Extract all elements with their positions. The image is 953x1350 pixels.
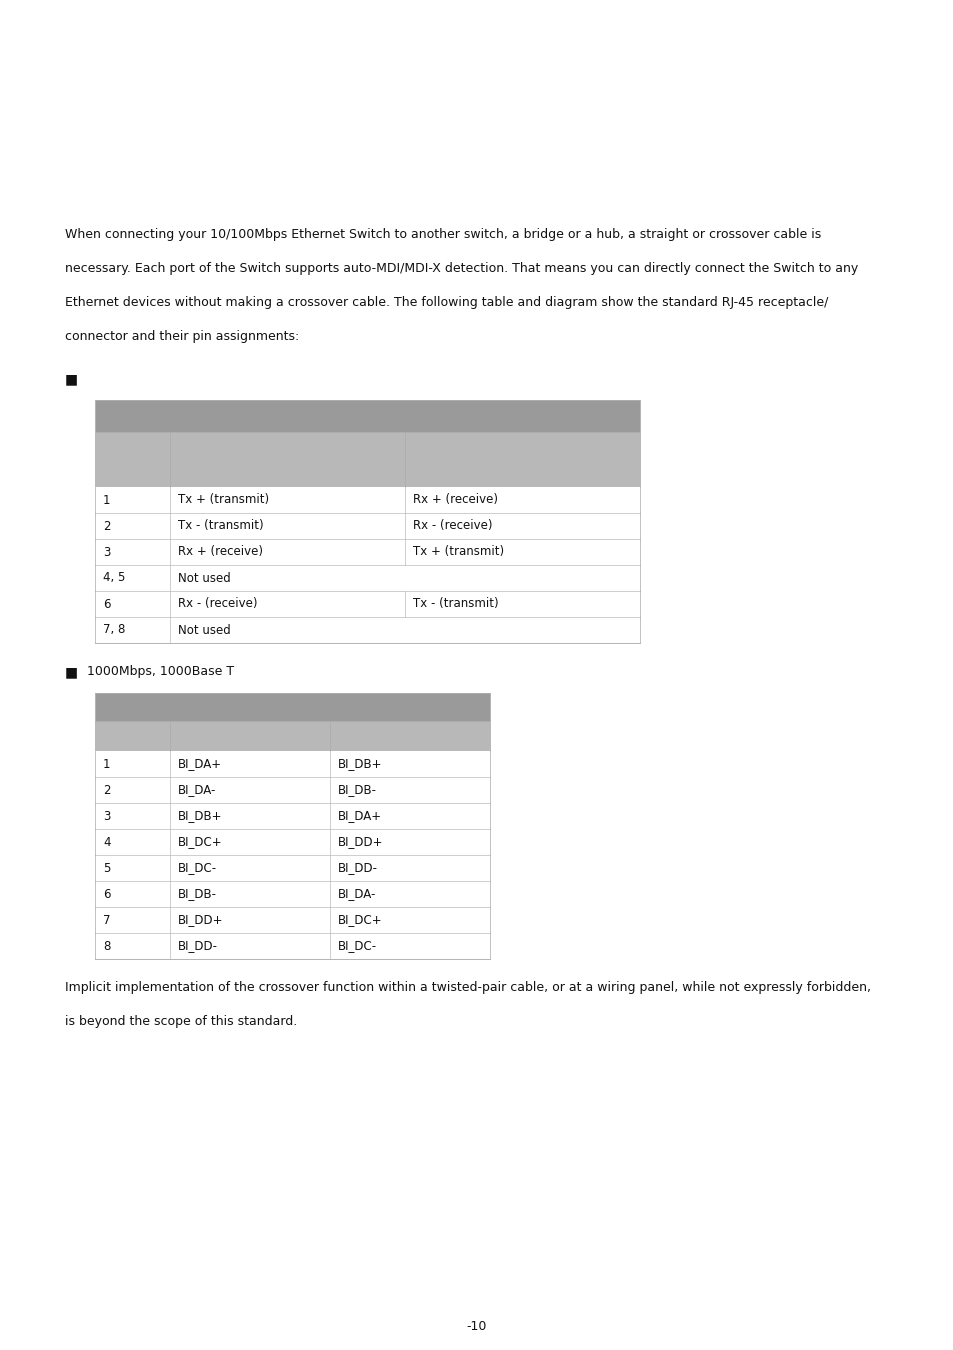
Text: BI_DB-: BI_DB- xyxy=(178,887,216,900)
Text: BI_DD-: BI_DD- xyxy=(178,940,218,953)
Text: 3: 3 xyxy=(103,545,111,559)
Text: 6: 6 xyxy=(103,598,111,610)
Bar xyxy=(95,829,490,855)
Text: 1000Mbps, 1000Base T: 1000Mbps, 1000Base T xyxy=(87,666,233,678)
Text: BI_DB+: BI_DB+ xyxy=(337,757,382,771)
Bar xyxy=(95,721,490,751)
Text: 1: 1 xyxy=(103,494,111,506)
Bar xyxy=(95,803,490,829)
Text: BI_DC+: BI_DC+ xyxy=(337,914,382,926)
Bar xyxy=(95,907,490,933)
Text: Tx + (transmit): Tx + (transmit) xyxy=(178,494,269,506)
Bar xyxy=(95,855,490,882)
Text: 4, 5: 4, 5 xyxy=(103,571,125,585)
Text: 7, 8: 7, 8 xyxy=(103,624,125,636)
Text: Rx - (receive): Rx - (receive) xyxy=(413,520,492,532)
Bar xyxy=(95,400,639,432)
Text: 6: 6 xyxy=(103,887,111,900)
Text: necessary. Each port of the Switch supports auto-MDI/MDI-X detection. That means: necessary. Each port of the Switch suppo… xyxy=(65,262,858,275)
Text: 5: 5 xyxy=(103,861,111,875)
Text: BI_DC+: BI_DC+ xyxy=(178,836,222,849)
Text: 2: 2 xyxy=(103,783,111,796)
Bar xyxy=(95,882,490,907)
Bar xyxy=(95,751,490,778)
Text: 8: 8 xyxy=(103,940,111,953)
Text: Not used: Not used xyxy=(178,624,231,636)
Text: Tx - (transmit): Tx - (transmit) xyxy=(178,520,263,532)
Text: -10: -10 xyxy=(466,1320,487,1332)
Text: BI_DB-: BI_DB- xyxy=(337,783,376,796)
Text: 4: 4 xyxy=(103,836,111,849)
Text: BI_DA+: BI_DA+ xyxy=(178,757,222,771)
Bar xyxy=(95,591,639,617)
Text: BI_DA-: BI_DA- xyxy=(337,887,376,900)
Text: BI_DC-: BI_DC- xyxy=(178,861,217,875)
Text: BI_DA-: BI_DA- xyxy=(178,783,216,796)
Text: Rx - (receive): Rx - (receive) xyxy=(178,598,257,610)
Bar xyxy=(95,513,639,539)
Bar xyxy=(95,693,490,721)
Text: 1: 1 xyxy=(103,757,111,771)
Bar xyxy=(95,487,639,513)
Bar xyxy=(95,432,639,487)
Text: Tx - (transmit): Tx - (transmit) xyxy=(413,598,498,610)
Text: ■: ■ xyxy=(65,666,78,679)
Text: 7: 7 xyxy=(103,914,111,926)
Text: BI_DD-: BI_DD- xyxy=(337,861,377,875)
Bar xyxy=(95,778,490,803)
Text: Implicit implementation of the crossover function within a twisted-pair cable, o: Implicit implementation of the crossover… xyxy=(65,981,870,994)
Text: BI_DC-: BI_DC- xyxy=(337,940,376,953)
Text: BI_DB+: BI_DB+ xyxy=(178,810,222,822)
Bar xyxy=(95,566,639,591)
Text: 2: 2 xyxy=(103,520,111,532)
Bar xyxy=(95,617,639,643)
Text: BI_DD+: BI_DD+ xyxy=(178,914,223,926)
Text: Rx + (receive): Rx + (receive) xyxy=(178,545,263,559)
Text: Ethernet devices without making a crossover cable. The following table and diagr: Ethernet devices without making a crosso… xyxy=(65,296,827,309)
Text: Not used: Not used xyxy=(178,571,231,585)
Bar xyxy=(95,933,490,958)
Text: ■: ■ xyxy=(65,373,78,386)
Text: connector and their pin assignments:: connector and their pin assignments: xyxy=(65,329,299,343)
Text: 3: 3 xyxy=(103,810,111,822)
Text: Rx + (receive): Rx + (receive) xyxy=(413,494,497,506)
Text: When connecting your 10/100Mbps Ethernet Switch to another switch, a bridge or a: When connecting your 10/100Mbps Ethernet… xyxy=(65,228,821,242)
Text: BI_DA+: BI_DA+ xyxy=(337,810,382,822)
Text: is beyond the scope of this standard.: is beyond the scope of this standard. xyxy=(65,1015,297,1027)
Text: Tx + (transmit): Tx + (transmit) xyxy=(413,545,503,559)
Text: BI_DD+: BI_DD+ xyxy=(337,836,383,849)
Bar xyxy=(95,539,639,566)
